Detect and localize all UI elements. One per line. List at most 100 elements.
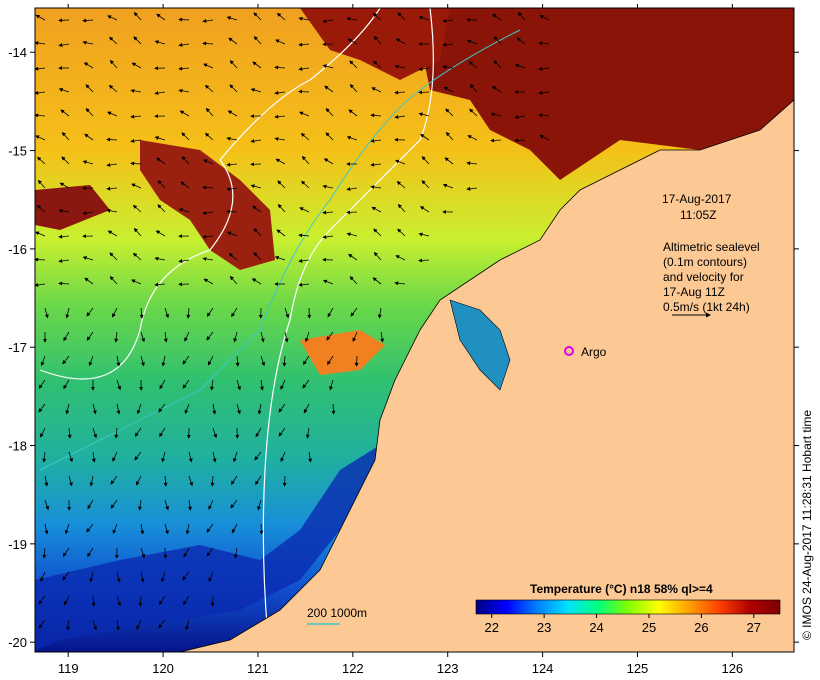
velocity-arrow [421, 156, 430, 165]
velocity-arrow [35, 41, 46, 46]
velocity-arrow [466, 161, 478, 166]
velocity-arrow [298, 42, 310, 47]
velocity-arrow [40, 571, 46, 582]
lat-tick-label: -17 [8, 340, 27, 355]
velocity-arrow [226, 162, 238, 167]
velocity-arrow [64, 523, 70, 535]
velocity-arrow [322, 210, 334, 215]
velocity-arrow [183, 595, 190, 606]
velocity-arrow [370, 162, 382, 167]
velocity-arrow [112, 523, 118, 535]
velocity-arrow [373, 35, 382, 45]
velocity-arrow [182, 379, 190, 389]
velocity-arrow [38, 619, 46, 629]
velocity-arrow [349, 83, 358, 93]
velocity-arrow [186, 307, 191, 319]
velocity-arrow [106, 208, 118, 213]
velocity-arrow [130, 114, 142, 119]
velocity-arrow [154, 91, 166, 95]
velocity-arrow [397, 228, 406, 237]
velocity-arrow [442, 42, 454, 47]
velocity-arrow [301, 180, 310, 189]
velocity-arrow [260, 355, 266, 367]
velocity-arrow [203, 159, 214, 165]
lat-axis: -14 -15 -16 -17 -18 -19 -20 [8, 45, 799, 650]
argo-marker [564, 346, 574, 356]
velocity-arrow [178, 88, 190, 93]
colorbar-tick-label: 23 [537, 620, 551, 635]
velocity-arrow [35, 113, 46, 118]
velocity-arrow [305, 427, 310, 439]
velocity-arrow [91, 451, 96, 463]
lon-tick-label: 123 [437, 661, 459, 676]
velocity-arrow [229, 84, 238, 93]
velocity-arrow [44, 307, 49, 319]
velocity-arrow [204, 132, 214, 141]
velocity-arrow [202, 210, 214, 215]
velocity-arrow [202, 256, 214, 261]
velocity-arrow [227, 110, 238, 117]
velocity-arrow [164, 499, 169, 511]
velocity-arrow [348, 253, 358, 261]
velocity-arrow [154, 136, 166, 141]
velocity-arrow [58, 234, 70, 239]
velocity-arrow [442, 18, 454, 23]
velocity-arrow [236, 379, 241, 391]
velocity-arrow [226, 209, 238, 214]
velocity-arrow [138, 499, 142, 511]
velocity-arrow [233, 547, 238, 559]
velocity-arrow [60, 109, 70, 117]
velocity-arrow [108, 84, 118, 93]
velocity-arrow [159, 379, 166, 390]
velocity-arrow [325, 132, 334, 141]
velocity-arrow [538, 90, 550, 95]
cold-band-south [35, 445, 380, 650]
velocity-arrow [347, 38, 358, 45]
velocity-arrow [35, 90, 46, 95]
velocity-arrow [156, 13, 166, 21]
velocity-arrow [85, 84, 94, 93]
velocity-arrow [491, 86, 502, 93]
velocity-arrow [84, 277, 94, 285]
velocity-arrow [87, 499, 94, 510]
velocity-arrow [373, 60, 382, 69]
velocity-arrow [35, 66, 46, 71]
velocity-arrow [421, 180, 430, 189]
velocity-arrow [58, 258, 70, 263]
velocity-arrow [299, 207, 310, 213]
velocity-arrow [206, 331, 214, 341]
velocity-arrow [58, 281, 70, 286]
velocity-arrow [212, 403, 217, 415]
velocity-arrow [250, 139, 262, 143]
velocity-arrow [164, 523, 169, 535]
legend-line: 0.5m/s (1kt 24h) [663, 300, 750, 314]
velocity-arrow [183, 547, 190, 558]
velocity-arrow [443, 86, 454, 93]
velocity-arrow [282, 355, 287, 367]
velocity-arrow [112, 307, 118, 318]
velocity-arrow [182, 355, 190, 365]
velocity-arrow [92, 619, 97, 631]
velocity-arrow [116, 595, 122, 607]
velocity-arrow [323, 158, 334, 165]
velocity-arrow [154, 282, 166, 287]
velocity-arrow [322, 19, 334, 23]
lat-tick-label: -16 [8, 242, 27, 257]
warm-patch-center [140, 140, 275, 270]
velocity-arrow [140, 571, 145, 583]
lat-tick-label: -19 [8, 537, 27, 552]
velocity-arrow [179, 110, 190, 117]
velocity-arrow [538, 66, 550, 71]
colorbar-tick-label: 25 [642, 620, 656, 635]
velocity-arrow [467, 135, 478, 141]
colorbar-tick-label: 24 [589, 620, 603, 635]
velocity-arrow [394, 64, 406, 69]
velocity-arrow [88, 355, 94, 367]
velocity-arrow [38, 379, 46, 389]
lon-tick-label: 126 [721, 661, 743, 676]
velocity-arrow [62, 547, 70, 557]
velocity-arrow [229, 275, 238, 285]
colorbar-tick-label: 22 [484, 620, 498, 635]
velocity-arrow [163, 475, 168, 487]
velocity-arrow [372, 12, 382, 21]
